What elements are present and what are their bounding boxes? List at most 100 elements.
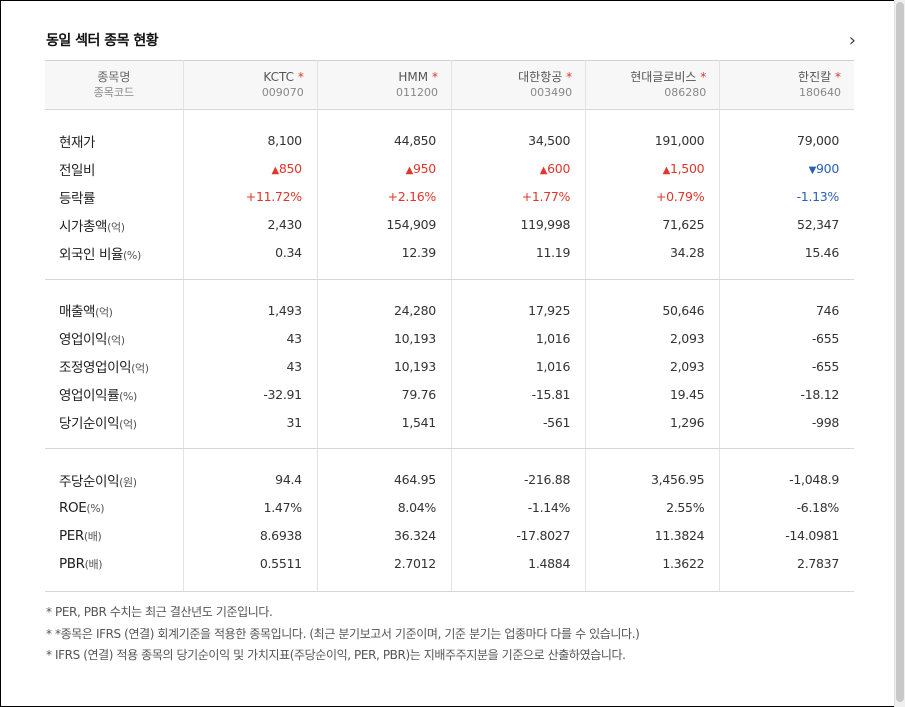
cell-value: 10,193 [394, 358, 436, 374]
row-label-text: ROE [59, 499, 87, 516]
cell-value: 0.34 [275, 245, 302, 260]
cell-value: 15.46 [804, 245, 840, 260]
vertical-scrollbar[interactable] [894, 0, 905, 707]
cell-value: -216.88 [523, 472, 571, 487]
value-cell: 43 [182, 352, 318, 380]
company-name[interactable]: 한진칼 [798, 70, 832, 84]
cell-value: 24,280 [394, 302, 436, 318]
spacer-cell [719, 448, 854, 466]
row-label: 영업이익(억) [45, 324, 183, 352]
spacer-cell [316, 448, 452, 466]
spacer-cell [182, 448, 318, 466]
cell-value: -15.81 [531, 386, 571, 402]
value-cell: 71,625 [585, 210, 720, 239]
spacer-cell [316, 436, 452, 448]
cell-value: 8.6938 [259, 528, 302, 543]
company-code: 003490 [530, 86, 573, 99]
cell-value: -998 [811, 414, 839, 430]
table-header-row: 종목명 종목코드 KCTC * 009070 HMM * 011200 대한항공 *… [45, 60, 854, 110]
cell-value: -655 [811, 358, 839, 374]
value-cell: ▲600 [450, 154, 586, 183]
value-cell: 2,430 [182, 210, 318, 239]
spacer-row [45, 448, 854, 449]
row-label-text: 시가총액 [59, 218, 108, 235]
spacer-cell [450, 436, 586, 448]
table-row-pbr: PBR(배) 0.5511 2.7012 1.4884 1.3622 2.7837 [45, 549, 854, 578]
spacer-cell [316, 279, 452, 296]
arrow-up-icon: ▲ [405, 165, 414, 176]
spacer-cell [182, 278, 318, 280]
company-header-3[interactable]: 현대글로비스 * 086280 [585, 60, 720, 110]
company-header-1[interactable]: HMM * 011200 [316, 60, 452, 110]
company-name[interactable]: HMM [398, 70, 429, 84]
spacer-cell [450, 279, 586, 296]
cell-value: 79,000 [797, 133, 839, 148]
spacer-cell [450, 109, 586, 127]
value-cell: -6.18% [719, 493, 854, 522]
row-label-text: 매출액 [59, 304, 96, 320]
cell-value: 3,456.95 [651, 472, 705, 487]
company-name[interactable]: KCTC [263, 70, 294, 84]
cell-value: 34.28 [669, 245, 705, 260]
spacer-cell [182, 577, 318, 592]
value-cell: -998 [719, 408, 854, 436]
value-cell: 34.28 [585, 238, 720, 267]
value-cell: +1.77% [450, 182, 586, 211]
row-label: 시가총액(억) [45, 211, 183, 239]
cell-value: -1.14% [527, 500, 571, 515]
row-unit: (억) [119, 418, 137, 431]
cell-value: +1.77% [521, 189, 571, 204]
spacer-cell [45, 279, 183, 296]
row-label: 조정영업이익(억) [45, 352, 183, 380]
row-unit: (배) [83, 529, 102, 543]
spacer-cell [45, 449, 183, 466]
company-header-0[interactable]: KCTC * 009070 [182, 60, 318, 110]
value-cell: 1,493 [182, 296, 318, 324]
value-cell: 1,296 [585, 408, 720, 436]
cell-value: 79.76 [401, 386, 437, 402]
value-cell: -32.91 [182, 380, 318, 408]
company-name[interactable]: 대한항공 [518, 70, 563, 84]
company-name[interactable]: 현대글로비스 [630, 70, 697, 84]
company-code: 009070 [261, 86, 304, 99]
chevron-right-icon[interactable]: › [848, 30, 856, 51]
cell-value: 52,347 [797, 217, 839, 232]
table-row-adj-op: 조정영업이익(억) 43 10,193 1,016 2,093 -655 [45, 352, 854, 380]
cell-value: 19.45 [669, 386, 705, 402]
value-cell: -17.8027 [450, 521, 586, 550]
table-row-roe: ROE(%) 1.47% 8.04% -1.14% 2.55% -6.18% [45, 493, 854, 522]
row-unit: (%) [123, 248, 141, 262]
row-unit: (%) [86, 501, 105, 515]
value-cell: 11.3824 [585, 521, 720, 550]
cell-value: +11.72% [245, 189, 302, 204]
table-row-per: PER(배) 8.6938 36.324 -17.8027 11.3824 -14.098… [45, 521, 854, 550]
cell-value: +2.16% [387, 189, 437, 204]
company-header-2[interactable]: 대한항공 * 003490 [450, 60, 586, 110]
scrollbar-thumb[interactable] [896, 2, 904, 702]
spacer-cell [719, 278, 854, 280]
spacer-cell [719, 266, 854, 279]
row-label-text: 등락률 [59, 190, 96, 207]
spacer-cell [450, 266, 586, 279]
cell-value: 1,541 [401, 414, 437, 430]
spacer-cell [45, 448, 184, 449]
cell-value: 8.04% [397, 500, 437, 515]
cell-value: +0.79% [655, 189, 705, 204]
spacer-cell [585, 278, 720, 280]
value-cell: -15.81 [450, 380, 586, 408]
value-cell: 1,016 [450, 352, 586, 380]
cell-value: 34,500 [528, 133, 571, 148]
value-cell: 746 [719, 296, 854, 324]
cell-value: 2.55% [666, 500, 705, 515]
value-cell: 2,093 [585, 352, 720, 380]
row-unit: (배) [84, 557, 103, 571]
cell-value: 2,093 [669, 358, 705, 374]
stock-name-header: 종목명 [97, 70, 131, 84]
value-cell: -1.14% [450, 493, 586, 522]
spacer-cell [45, 436, 183, 448]
spacer-cell [316, 448, 452, 449]
row-unit: (억) [95, 306, 113, 319]
spacer-cell [450, 577, 586, 592]
value-cell: 79.76 [316, 380, 452, 408]
company-header-4[interactable]: 한진칼 * 180640 [719, 60, 854, 110]
